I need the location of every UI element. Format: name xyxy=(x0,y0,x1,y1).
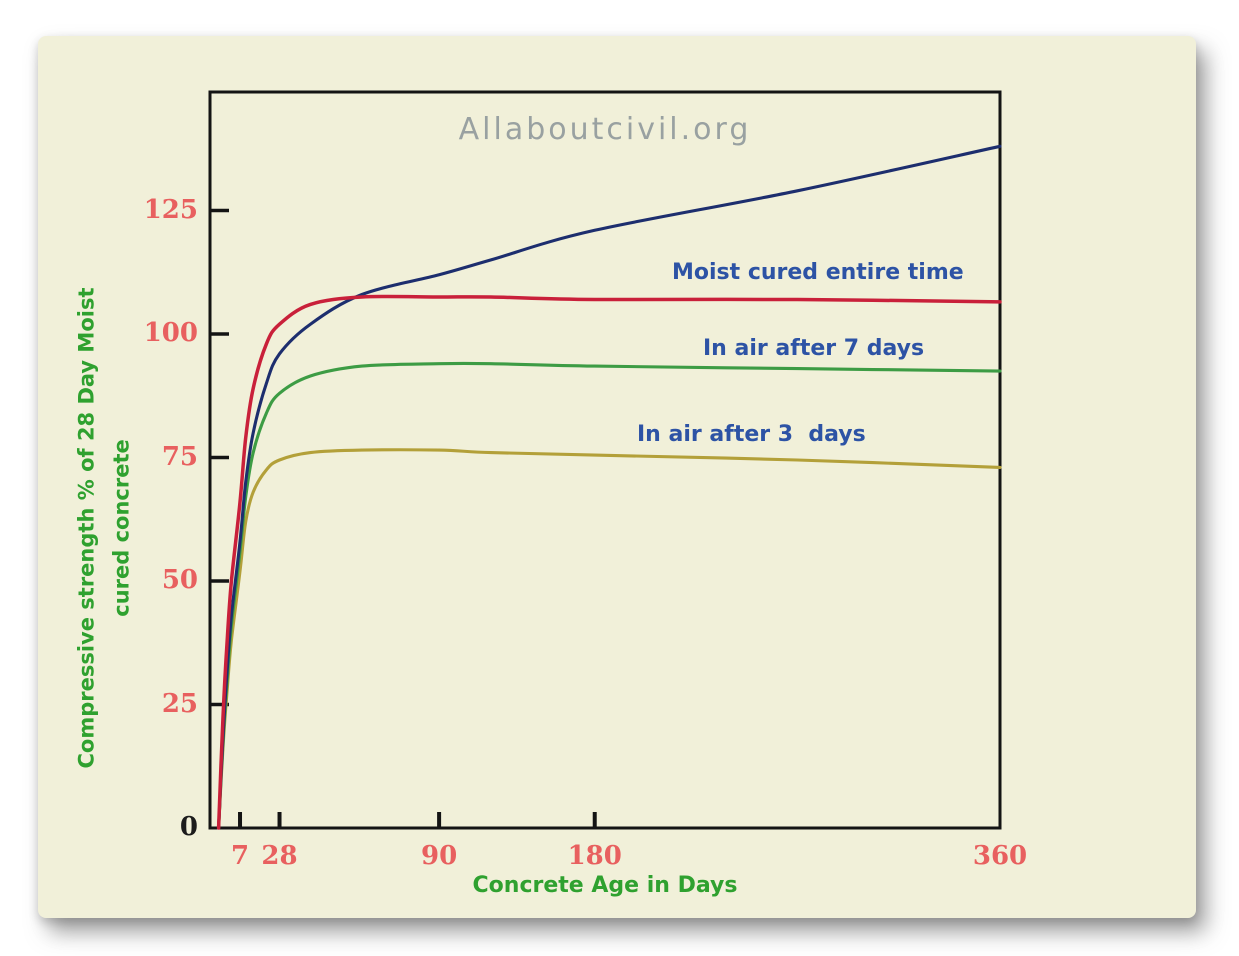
x-tick-label: 7 xyxy=(230,841,250,871)
x-tick-label: 28 xyxy=(261,841,298,871)
x-axis-title: Concrete Age in Days xyxy=(472,873,738,898)
watermark: Allaboutcivil.org xyxy=(458,112,752,147)
y-tick-label: 25 xyxy=(161,688,198,719)
series-label-in-air-after-7-days: In air after 7 days xyxy=(703,336,925,361)
y-tick-label: 0 xyxy=(179,812,198,842)
y-tick-label: 75 xyxy=(161,441,198,472)
series-label-in-air-after-3-days: In air after 3 days xyxy=(637,422,866,447)
x-tick-label: 90 xyxy=(421,841,458,871)
y-axis-title: Compressive strength % of 28 Day Moist c… xyxy=(69,288,138,769)
y-tick-label: 50 xyxy=(161,565,198,596)
y-axis-title-line1: Compressive strength % of 28 Day Moist xyxy=(74,287,99,769)
series-label-moist-cured-entire-time: Moist cured entire time xyxy=(672,260,964,285)
x-tick-label: 360 xyxy=(972,841,1028,871)
y-tick-label: 100 xyxy=(143,318,198,349)
x-tick-label: 180 xyxy=(567,841,622,871)
y-tick-label: 125 xyxy=(143,194,198,225)
